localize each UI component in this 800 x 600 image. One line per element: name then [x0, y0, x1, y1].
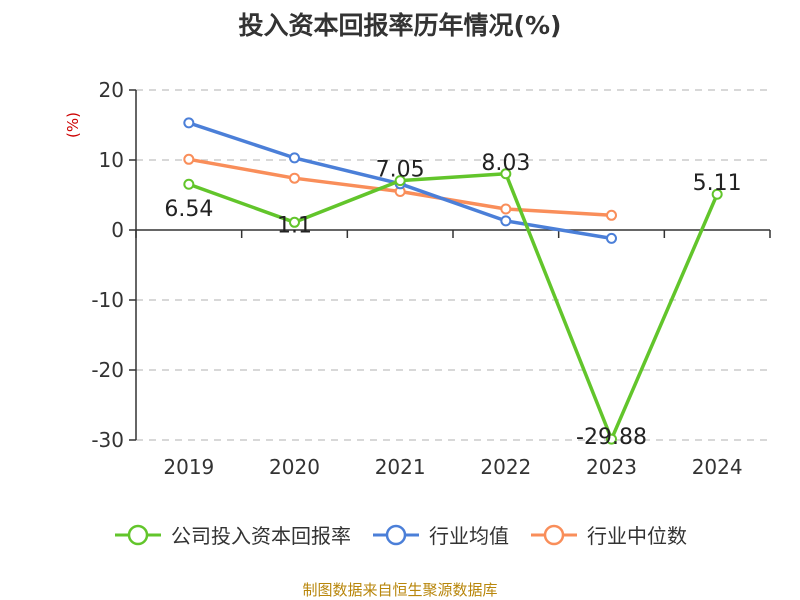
data-point [183, 153, 195, 165]
data-label-layer: 6.54 1.1 7.05 8.03 -29.88 5.11 [164, 151, 741, 450]
grid-layer [136, 89, 770, 441]
x-tick-label: 2020 [269, 455, 320, 479]
data-label: 5.11 [693, 171, 742, 196]
data-point [183, 178, 195, 190]
legend-swatch [531, 524, 577, 545]
y-tick-label: 20 [99, 78, 124, 102]
y-tick-label: -20 [91, 358, 124, 382]
data-point [606, 232, 617, 244]
x-tick-label: 2022 [480, 455, 531, 479]
legend: 公司投入资本回报率 行业均值 行业中位数 [0, 520, 800, 549]
x-tick-label: 2024 [692, 455, 743, 479]
legend-swatch [115, 524, 161, 545]
series-line [187, 172, 719, 441]
data-point [394, 175, 406, 187]
data-label: 7.05 [376, 158, 425, 183]
data-label: 8.03 [481, 151, 530, 176]
data-point [289, 172, 300, 184]
data-point [500, 168, 512, 180]
legend-item[interactable]: 行业中位数 [529, 520, 687, 549]
legend-swatch-marker [543, 524, 565, 545]
data-point [500, 215, 512, 227]
legend-label: 行业中位数 [587, 524, 687, 548]
data-label: 6.54 [164, 197, 213, 222]
source-note: 制图数据来自恒生聚源数据库 [302, 581, 498, 599]
data-label: -29.88 [576, 425, 647, 450]
legend-label: 行业均值 [429, 524, 509, 548]
data-point [606, 209, 617, 221]
series-layer [183, 117, 723, 445]
y-tick-label: 10 [99, 148, 124, 172]
y-tick-label: 0 [111, 218, 124, 242]
legend-item[interactable]: 行业均值 [371, 520, 509, 549]
data-point [289, 152, 300, 164]
data-point [500, 203, 512, 215]
x-tick-label: 2021 [375, 455, 426, 479]
legend-swatch [373, 524, 419, 545]
x-tick-label: 2023 [586, 455, 637, 479]
data-label: 1.1 [277, 213, 312, 238]
chart-title: 投入资本回报率历年情况(%) [238, 11, 562, 40]
y-axis-unit-label: (%) [64, 112, 82, 138]
legend-item[interactable]: 公司投入资本回报率 [113, 520, 351, 549]
data-point [289, 216, 300, 228]
data-point [711, 188, 723, 200]
data-point [606, 433, 617, 445]
y-tick-label: -10 [91, 288, 124, 312]
y-tick-label: -30 [91, 428, 124, 452]
data-point [183, 117, 195, 129]
legend-swatch-marker [127, 524, 149, 545]
legend-label: 公司投入资本回报率 [171, 524, 351, 548]
legend-swatch-marker [385, 524, 407, 545]
x-tick-label: 2019 [163, 455, 214, 479]
axis-layer: 20 10 0 -10 -20 -30 2019 2020 2021 2022 2023 2024 (%… [64, 78, 771, 479]
